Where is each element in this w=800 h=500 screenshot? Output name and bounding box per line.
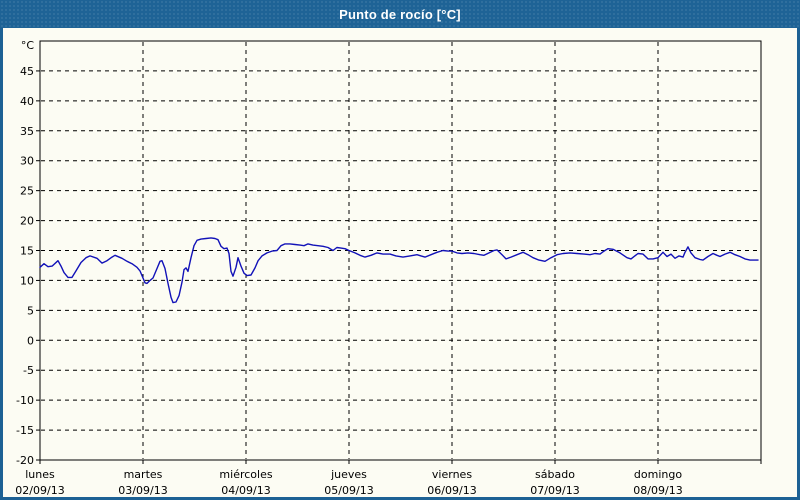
chart-panel: [3, 28, 797, 497]
chart-title: Punto de rocío [°C]: [339, 7, 461, 22]
title-bar: Punto de rocío [°C]: [0, 0, 800, 28]
app-window: Punto de rocío [°C] 454035302520151050-5…: [0, 0, 800, 500]
